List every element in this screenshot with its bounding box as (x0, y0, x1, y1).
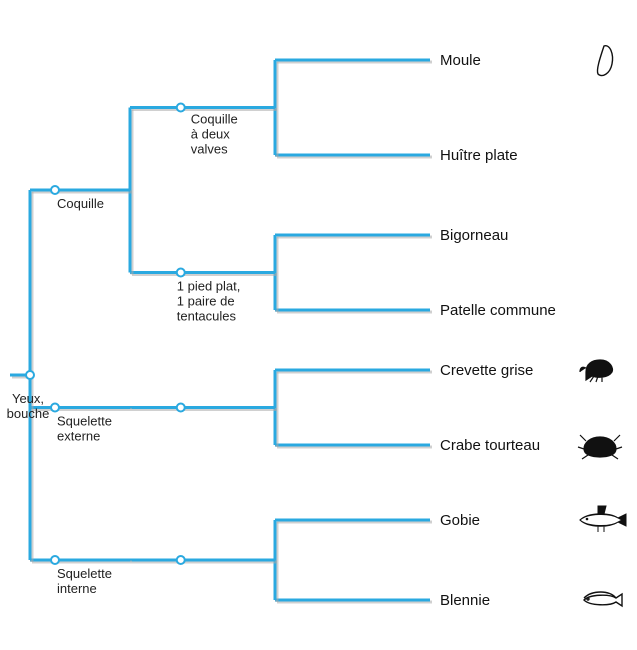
leaf-label: Gobie (440, 512, 480, 529)
mussel-icon (597, 46, 612, 76)
branch-node (26, 371, 34, 379)
goby-icon (580, 506, 626, 532)
c1-label: Squeletteexterne (57, 414, 112, 444)
c2-label: 1 pied plat,1 paire detentacules (177, 279, 241, 324)
cladogram-svg: Yeux,boucheCoquilleSqueletteexterneSquel… (0, 0, 637, 650)
svg-text:interne: interne (57, 581, 97, 596)
svg-text:à deux: à deux (191, 127, 231, 142)
c1-label: Squeletteinterne (57, 566, 112, 596)
svg-text:Coquille: Coquille (57, 196, 104, 211)
root-label: Yeux,bouche (7, 391, 50, 421)
svg-text:tentacules: tentacules (177, 309, 237, 324)
svg-text:Yeux,: Yeux, (12, 391, 44, 406)
leaf-label: Crabe tourteau (440, 437, 540, 454)
leaf-label: Patelle commune (440, 302, 556, 319)
leaf-label: Moule (440, 52, 481, 69)
branch-node (177, 269, 185, 277)
branch-node (51, 186, 59, 194)
c2-label: Coquilleà deuxvalves (191, 112, 238, 157)
shrimp-icon (580, 360, 613, 382)
svg-text:bouche: bouche (7, 406, 50, 421)
blenny-icon (584, 592, 622, 606)
leaf-label: Huître plate (440, 147, 518, 164)
svg-text:Coquille: Coquille (191, 112, 238, 127)
branch-node (51, 404, 59, 412)
svg-text:valves: valves (191, 142, 228, 157)
branch-node (51, 556, 59, 564)
svg-text:Squelette: Squelette (57, 566, 112, 581)
c1-label: Coquille (57, 196, 104, 211)
branch-node (177, 556, 185, 564)
leaf-label: Crevette grise (440, 362, 533, 379)
crab-icon (578, 435, 622, 459)
leaf-label: Blennie (440, 592, 490, 609)
svg-text:1 paire de: 1 paire de (177, 294, 235, 309)
svg-text:Squelette: Squelette (57, 414, 112, 429)
svg-text:externe: externe (57, 429, 100, 444)
leaf-label: Bigorneau (440, 227, 508, 244)
branch-node (177, 404, 185, 412)
svg-text:1 pied plat,: 1 pied plat, (177, 279, 241, 294)
branch-node (177, 104, 185, 112)
